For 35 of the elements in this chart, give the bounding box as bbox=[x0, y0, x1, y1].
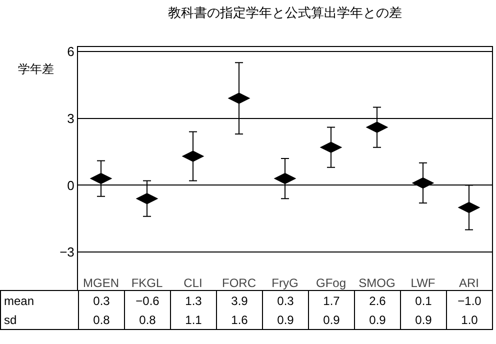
data-label: 0.1 bbox=[400, 290, 446, 310]
x-tick-label: ARI bbox=[458, 276, 480, 290]
text: 1.0 bbox=[446, 310, 492, 330]
data-label: 1.3 bbox=[170, 290, 216, 310]
x-tick-label: FKGL bbox=[131, 276, 163, 290]
text: 1.1 bbox=[170, 310, 216, 330]
x-tick-label: CLI bbox=[184, 276, 202, 290]
y-tick-label: 0 bbox=[67, 178, 74, 193]
legend-label: mean bbox=[0, 290, 78, 310]
y-axis-title: 学年差 bbox=[18, 62, 54, 76]
x-tick-label: MGEN bbox=[83, 276, 119, 290]
x-tick-label: GFog bbox=[316, 276, 346, 290]
x-tick-label: FORC bbox=[222, 276, 256, 290]
data-label: 0.3 bbox=[78, 290, 124, 310]
y-tick-label: 3 bbox=[67, 110, 74, 126]
text: 0.9 bbox=[308, 310, 354, 330]
text: 0.9 bbox=[400, 310, 446, 330]
y-tick-label: −3 bbox=[60, 244, 74, 260]
x-tick-label: LWF bbox=[410, 276, 436, 290]
x-tick-label: FryG bbox=[272, 276, 298, 290]
text: 0.8 bbox=[124, 310, 170, 330]
text: 1.6 bbox=[216, 310, 262, 330]
text: sd bbox=[0, 310, 78, 330]
data-label: 2.6 bbox=[354, 290, 400, 310]
data-label: −1.0 bbox=[446, 290, 492, 310]
data-label: 3.9 bbox=[216, 290, 262, 310]
text: 0.8 bbox=[78, 310, 124, 330]
data-label: −0.6 bbox=[124, 290, 170, 310]
text: 0.9 bbox=[354, 310, 400, 330]
x-tick-label: SMOG bbox=[358, 276, 396, 290]
text: 0.9 bbox=[262, 310, 308, 330]
chart-title: 教科書の指定学年と公式算出学年との差 bbox=[168, 5, 402, 20]
y-tick-label: 6 bbox=[67, 44, 74, 60]
data-label: 1.7 bbox=[308, 290, 354, 310]
data-label: 0.3 bbox=[262, 290, 308, 310]
